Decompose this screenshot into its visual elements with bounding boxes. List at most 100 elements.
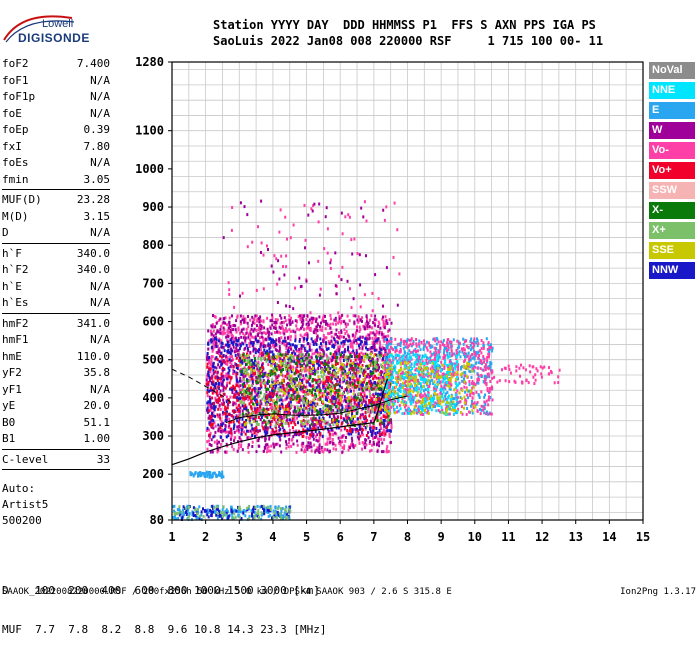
echo-point	[407, 352, 409, 355]
echo-point	[319, 432, 321, 435]
echo-point	[206, 440, 208, 443]
echo-point	[369, 390, 371, 393]
echo-point	[268, 449, 270, 452]
echo-point	[371, 364, 373, 367]
echo-point	[302, 354, 304, 357]
echo-point	[352, 443, 354, 446]
echo-point	[270, 341, 272, 344]
echo-point	[224, 349, 226, 352]
echo-point	[306, 445, 308, 448]
echo-point	[346, 416, 348, 419]
echo-point	[248, 444, 250, 447]
echo-point	[383, 321, 385, 324]
echo-point	[236, 426, 238, 429]
echo-point	[329, 367, 331, 370]
echo-point	[249, 319, 251, 322]
echo-point	[288, 350, 290, 353]
echo-point	[307, 351, 309, 354]
echo-point	[333, 400, 335, 403]
echo-point	[429, 382, 431, 385]
echo-point	[270, 327, 272, 330]
echo-point	[230, 365, 232, 368]
echo-point	[396, 406, 398, 409]
echo-point	[443, 349, 445, 352]
echo-point	[349, 407, 351, 410]
echo-point	[241, 423, 243, 426]
echo-point	[340, 416, 342, 419]
echo-point	[340, 331, 342, 334]
echo-point	[362, 413, 364, 416]
echo-point	[221, 373, 223, 376]
echo-point	[241, 356, 243, 359]
echo-point	[317, 354, 319, 357]
echo-point	[333, 447, 335, 450]
echo-point	[247, 354, 249, 357]
echo-point	[282, 362, 284, 365]
echo-point	[226, 323, 228, 326]
echo-point	[321, 368, 323, 371]
echo-point	[275, 327, 277, 330]
echo-point	[272, 339, 274, 342]
echo-point	[366, 315, 368, 318]
echo-point	[362, 336, 364, 339]
echo-point	[346, 355, 348, 358]
echo-point	[487, 413, 489, 416]
echo-point	[283, 416, 285, 419]
echo-point	[228, 345, 230, 348]
echo-point	[250, 342, 252, 345]
echo-point	[224, 406, 226, 409]
echo-point	[370, 420, 372, 423]
echo-point	[244, 393, 246, 396]
echo-point	[323, 394, 325, 397]
echo-point	[470, 348, 472, 351]
echo-point	[343, 320, 345, 323]
echo-point	[280, 451, 282, 454]
echo-point	[328, 377, 330, 380]
echo-point	[223, 393, 225, 396]
echo-point	[370, 397, 372, 400]
echo-point	[257, 357, 259, 360]
echo-point	[353, 393, 355, 396]
echo-point	[379, 341, 381, 344]
echo-point	[279, 418, 281, 421]
echo-point	[220, 426, 222, 429]
echo-point	[281, 424, 283, 427]
echo-point	[369, 450, 371, 453]
echo-point	[248, 379, 250, 382]
echo-point	[239, 377, 241, 380]
echo-point	[280, 370, 282, 373]
echo-point	[288, 342, 290, 345]
echo-point	[302, 374, 304, 377]
echo-point	[370, 430, 372, 433]
echo-point	[324, 409, 326, 412]
echo-point	[260, 391, 262, 394]
echo-point	[233, 324, 235, 327]
echo-point	[285, 368, 287, 371]
echo-point	[242, 383, 244, 386]
echo-point	[326, 376, 328, 379]
echo-point	[292, 426, 294, 429]
echo-point	[425, 388, 427, 391]
echo-point	[312, 385, 314, 388]
echo-point	[284, 360, 286, 363]
echo-point	[332, 423, 334, 426]
echo-point	[212, 314, 214, 317]
echo-point	[329, 433, 331, 436]
echo-point	[265, 444, 267, 447]
echo-point	[275, 318, 277, 321]
echo-point	[206, 378, 208, 381]
echo-point	[276, 416, 278, 419]
echo-point	[214, 337, 216, 340]
echo-point	[301, 379, 303, 382]
echo-point	[458, 346, 460, 349]
echo-point	[230, 330, 232, 333]
echo-point	[315, 320, 317, 323]
echo-point	[318, 447, 320, 450]
echo-point	[214, 325, 216, 328]
echo-point	[324, 315, 326, 318]
echo-point	[431, 379, 433, 382]
echo-point	[266, 352, 268, 355]
echo-point	[268, 338, 270, 341]
echo-point	[298, 385, 300, 388]
echo-point	[242, 413, 244, 416]
